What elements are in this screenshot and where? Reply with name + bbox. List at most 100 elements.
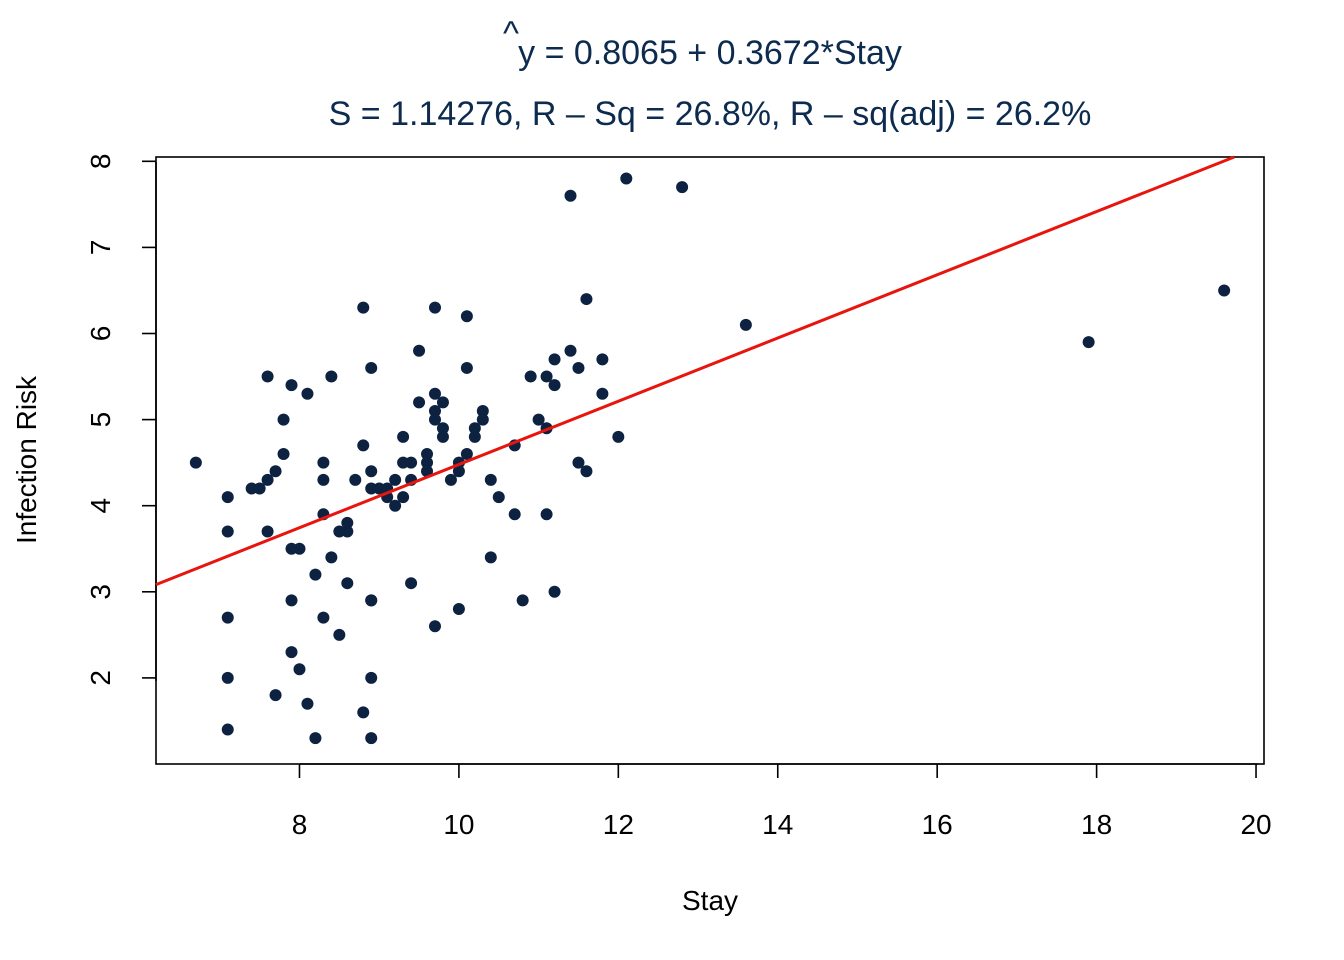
data-point: [540, 370, 553, 383]
data-point: [596, 353, 609, 366]
y-tick-label: 2: [85, 670, 116, 686]
data-point: [484, 551, 497, 564]
data-point: [580, 293, 593, 306]
data-point: [428, 404, 441, 417]
data-point: [452, 603, 465, 616]
data-point: [285, 379, 298, 392]
data-point: [428, 413, 441, 426]
data-point: [436, 430, 449, 443]
y-tick-label: 6: [85, 326, 116, 342]
y-axis-label: Infection Risk: [11, 375, 42, 544]
data-point: [341, 516, 354, 529]
x-axis-label: Stay: [682, 885, 738, 916]
x-tick-label: 20: [1240, 809, 1271, 840]
data-point: [293, 542, 306, 555]
x-tick-label: 14: [762, 809, 793, 840]
x-tick-label: 16: [922, 809, 953, 840]
data-point: [189, 456, 202, 469]
data-point: [596, 387, 609, 400]
data-point: [413, 396, 426, 409]
data-point: [421, 456, 434, 469]
y-axis: 2 3 4 5 6 7 8: [85, 154, 157, 686]
data-point: [285, 594, 298, 607]
data-point: [612, 430, 625, 443]
data-point: [548, 379, 561, 392]
data-point: [309, 568, 322, 581]
data-point: [325, 370, 338, 383]
x-tick-label: 18: [1081, 809, 1112, 840]
data-point: [524, 370, 537, 383]
data-point: [397, 491, 410, 504]
regression-line-group: [155, 155, 1235, 587]
data-point: [564, 344, 577, 357]
data-point: [341, 525, 354, 538]
data-point: [221, 671, 234, 684]
data-point: [428, 301, 441, 314]
data-point: [572, 361, 585, 374]
data-point: [365, 465, 378, 478]
data-point: [460, 310, 473, 323]
data-point: [285, 646, 298, 659]
data-points: [189, 172, 1231, 745]
data-point: [253, 482, 266, 495]
data-point: [221, 723, 234, 736]
title-hat: ^: [503, 15, 519, 53]
data-point: [357, 301, 370, 314]
x-axis: 8 10 12 14 16 18 20: [292, 763, 1272, 840]
data-point: [365, 671, 378, 684]
data-point: [1082, 336, 1095, 349]
data-point: [548, 353, 561, 366]
data-point: [413, 344, 426, 357]
data-point: [389, 473, 402, 486]
data-point: [349, 473, 362, 486]
data-point: [261, 370, 274, 383]
data-point: [365, 594, 378, 607]
data-point: [548, 585, 561, 598]
chart-title-line2: S = 1.14276, R – Sq = 26.8%, R – sq(adj)…: [329, 95, 1092, 133]
data-point: [389, 499, 402, 512]
data-point: [1218, 284, 1231, 297]
data-point: [317, 611, 330, 624]
data-point: [357, 706, 370, 719]
data-point: [277, 448, 290, 461]
data-point: [221, 491, 234, 504]
data-point: [293, 663, 306, 676]
data-point: [277, 413, 290, 426]
data-point: [341, 577, 354, 590]
data-point: [421, 448, 434, 461]
data-point: [436, 396, 449, 409]
data-point: [580, 465, 593, 478]
y-tick-label: 3: [85, 584, 116, 600]
data-point: [365, 732, 378, 745]
data-point: [476, 404, 489, 417]
data-point: [436, 422, 449, 435]
data-point: [572, 456, 585, 469]
data-point: [221, 525, 234, 538]
data-point: [476, 413, 489, 426]
data-point: [508, 508, 521, 521]
data-point: [492, 491, 505, 504]
data-point: [421, 465, 434, 478]
data-point: [532, 413, 545, 426]
data-point: [468, 422, 481, 435]
data-point: [317, 456, 330, 469]
data-point: [484, 473, 497, 486]
data-point: [516, 594, 529, 607]
data-point: [460, 361, 473, 374]
data-point: [468, 430, 481, 443]
data-point: [540, 508, 553, 521]
data-point: [221, 611, 234, 624]
chart-title-line1: y = 0.8065 + 0.3672*Stay: [518, 34, 902, 72]
x-tick-label: 10: [443, 809, 474, 840]
y-tick-label: 4: [85, 498, 116, 514]
data-point: [428, 387, 441, 400]
data-point: [444, 473, 457, 486]
data-point: [357, 439, 370, 452]
data-point: [405, 456, 418, 469]
x-tick-label: 8: [292, 809, 308, 840]
data-point: [564, 189, 577, 202]
data-point: [739, 318, 752, 331]
data-point: [301, 697, 314, 710]
data-point: [397, 430, 410, 443]
y-tick-label: 8: [85, 154, 116, 170]
